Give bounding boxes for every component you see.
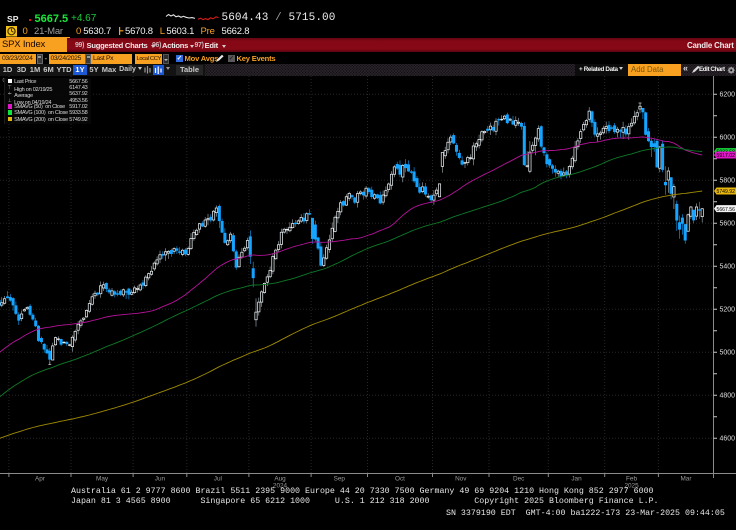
svg-text:5800: 5800	[720, 178, 736, 185]
svg-text:Apr: Apr	[35, 476, 46, 483]
svg-text:Jun: Jun	[155, 476, 166, 483]
svg-text:6200: 6200	[720, 92, 736, 99]
svg-text:Sep: Sep	[334, 476, 346, 483]
svg-text:5667.56: 5667.56	[717, 207, 736, 213]
svg-text:5917.02: 5917.02	[717, 153, 736, 159]
svg-text:Dec: Dec	[513, 476, 525, 483]
svg-text:5400: 5400	[720, 264, 736, 271]
svg-text:6000: 6000	[720, 135, 736, 142]
svg-text:5000: 5000	[720, 350, 736, 357]
svg-text:Aug: Aug	[274, 476, 286, 483]
svg-text:May: May	[96, 476, 109, 483]
svg-text:Jan: Jan	[571, 476, 582, 483]
svg-text:Mar: Mar	[680, 476, 692, 483]
svg-text:Jul: Jul	[214, 476, 222, 483]
svg-text:2024: 2024	[273, 483, 288, 490]
svg-text:5749.92: 5749.92	[717, 189, 736, 195]
svg-text:5600: 5600	[720, 221, 736, 228]
svg-text:Oct: Oct	[395, 476, 405, 483]
svg-text:Nov: Nov	[455, 476, 467, 483]
svg-text:4800: 4800	[720, 393, 736, 400]
svg-text:Feb: Feb	[626, 476, 637, 483]
svg-text:2025: 2025	[624, 483, 639, 490]
svg-text:5200: 5200	[720, 307, 736, 314]
svg-text:4600: 4600	[720, 436, 736, 443]
